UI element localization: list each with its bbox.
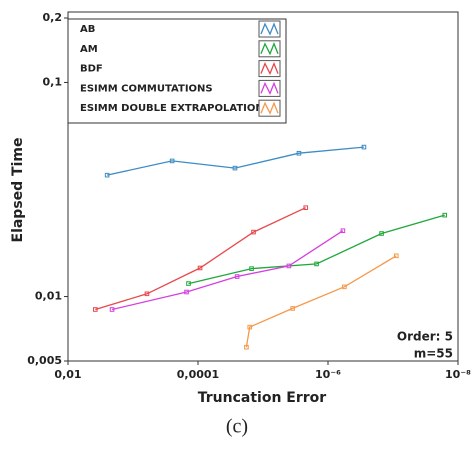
legend-icon-box <box>258 60 281 78</box>
legend-icon <box>260 101 279 115</box>
legend-icon <box>260 42 279 56</box>
x-tick-label: 10⁻⁸ <box>445 368 471 381</box>
x-tick-label: 10⁻⁶ <box>315 368 341 381</box>
legend-frame <box>67 18 287 124</box>
x-axis-label: Truncation Error <box>198 390 327 406</box>
legend-label: ESIMM DOUBLE EXTRAPOLATION <box>80 103 264 114</box>
legend-icon-box <box>258 40 281 58</box>
series-line <box>188 214 445 285</box>
data-point <box>197 265 203 271</box>
data-point <box>184 289 189 295</box>
data-point <box>290 306 295 311</box>
legend-label: AM <box>80 44 98 55</box>
series-line <box>111 230 344 311</box>
data-point <box>393 253 399 259</box>
data-point <box>303 205 309 211</box>
legend-icon <box>260 22 279 36</box>
series-line <box>95 207 306 311</box>
data-point <box>186 281 191 286</box>
data-point <box>342 284 347 290</box>
legend-icon <box>260 81 279 95</box>
y-tick-label: 0,005 <box>27 354 62 367</box>
data-point <box>232 165 238 171</box>
x-tick-label: 0,0001 <box>177 368 219 381</box>
data-point <box>379 231 384 236</box>
data-point <box>361 144 367 150</box>
data-point <box>244 344 249 350</box>
legend-icon-box <box>258 20 281 38</box>
data-point <box>104 172 110 178</box>
data-point <box>109 307 115 312</box>
data-point <box>442 212 448 218</box>
x-tick-label: 0,01 <box>54 368 81 381</box>
annotation: m=55 <box>414 347 453 361</box>
data-point <box>296 150 302 156</box>
series-line <box>245 255 397 348</box>
data-point <box>340 228 346 234</box>
legend-label: ESIMM COMMUTATIONS <box>80 83 213 94</box>
data-point <box>286 263 292 269</box>
data-point <box>251 229 256 235</box>
y-axis-label: Elapsed Time <box>10 138 26 243</box>
data-point <box>144 291 150 297</box>
caption: (c) <box>226 416 248 438</box>
legend-icon-box <box>258 99 281 117</box>
data-point <box>249 266 254 271</box>
data-point <box>93 307 98 312</box>
data-point <box>234 274 240 279</box>
legend-label: AB <box>80 24 95 35</box>
legend-icon <box>260 61 279 76</box>
data-point <box>169 158 175 164</box>
data-point <box>247 324 253 330</box>
legend-icon-box <box>258 79 281 97</box>
legend-label: BDF <box>80 64 103 75</box>
annotation: Order: 5 <box>397 330 453 344</box>
series-line <box>106 146 364 176</box>
y-tick-label: 0,01 <box>35 290 62 303</box>
plot-frame <box>67 11 459 362</box>
y-tick-label: 0,2 <box>43 11 63 24</box>
y-tick-label: 0,1 <box>43 75 63 88</box>
data-point <box>314 261 319 267</box>
